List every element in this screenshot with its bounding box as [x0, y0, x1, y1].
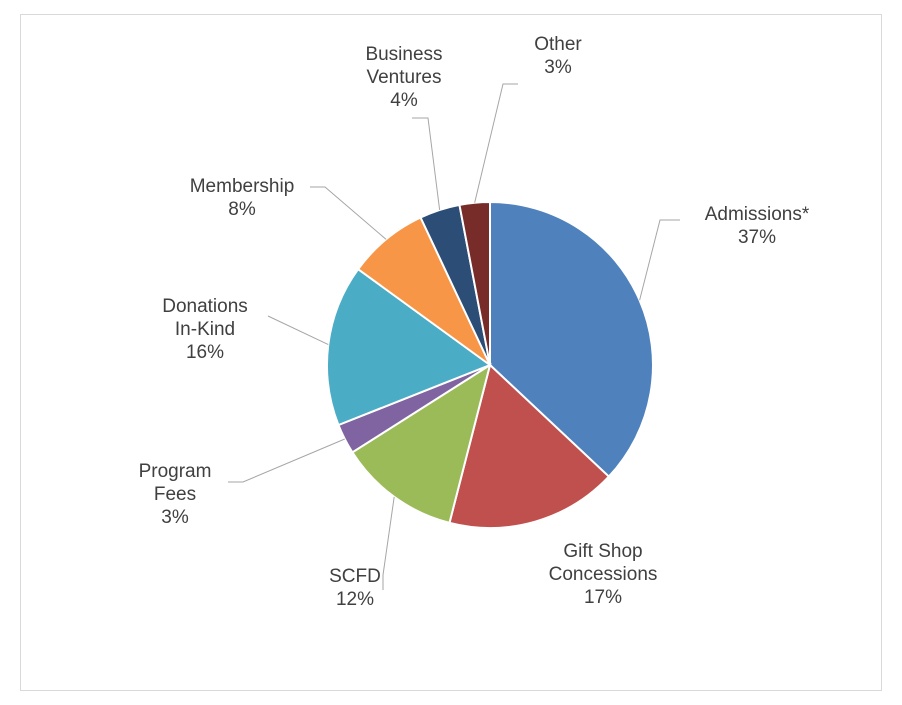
leader-line: [310, 186, 387, 240]
value-label: 37%: [737, 227, 777, 248]
category-label: Gift Shop Concessions: [548, 541, 658, 585]
category-label: Other: [534, 34, 582, 55]
category-label: Donations In-Kind: [162, 296, 248, 340]
value-label: 12%: [335, 589, 375, 610]
category-label: SCFD: [329, 566, 381, 587]
leader-line: [228, 438, 345, 483]
leader-line: [267, 315, 329, 346]
category-label: Admissions*: [704, 204, 810, 225]
data-label: Other 3%: [534, 33, 582, 79]
category-label: Membership: [189, 176, 295, 197]
data-label: Membership 8%: [190, 175, 295, 221]
chart-frame: [20, 14, 882, 691]
pie-slice: [350, 362, 492, 525]
value-label: 17%: [583, 587, 623, 608]
category-label: Program Fees: [138, 461, 212, 505]
value-label: 4%: [390, 90, 418, 111]
data-label: Business Ventures 4%: [365, 43, 442, 112]
data-label: Program Fees 3%: [139, 460, 212, 529]
leader-line: [382, 496, 395, 590]
data-label: SCFD 12%: [329, 565, 381, 611]
value-label: 3%: [161, 507, 189, 528]
data-label: Gift Shop Concessions 17%: [549, 540, 658, 609]
value-label: 8%: [228, 199, 256, 220]
leader-line: [639, 219, 680, 301]
category-label: Business Ventures: [365, 44, 443, 88]
data-label: Admissions* 37%: [705, 203, 810, 249]
value-label: 3%: [544, 57, 572, 78]
pie-slice: [448, 363, 611, 529]
data-label: Donations In-Kind 16%: [162, 295, 248, 364]
value-label: 16%: [185, 342, 225, 363]
leader-line: [412, 117, 441, 211]
leader-line: [474, 83, 518, 203]
